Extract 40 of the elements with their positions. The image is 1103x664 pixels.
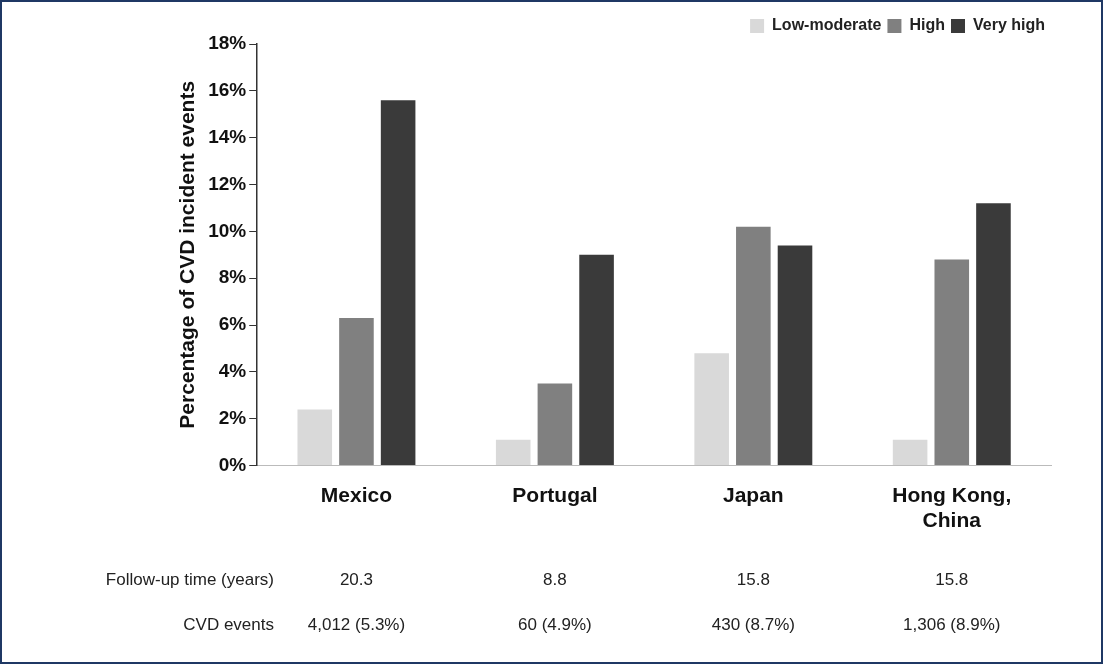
- text: 15.8: [935, 570, 969, 590]
- bar: [495, 439, 531, 466]
- bar: [579, 254, 614, 466]
- bar: [736, 226, 771, 466]
- y-tick-label: 4%: [218, 360, 247, 382]
- text: 1,306 (8.9%): [903, 615, 1001, 635]
- text: 430 (8.7%): [711, 615, 795, 635]
- legend-label: Very high: [972, 16, 1046, 34]
- legend-label: High: [909, 16, 945, 34]
- text: 4,012 (5.3%): [307, 615, 406, 635]
- y-tick-label: 0%: [218, 453, 247, 475]
- legend-label: Low-moderate: [772, 16, 882, 34]
- y-tick-label: 18%: [208, 32, 247, 54]
- y-tick-label: 10%: [208, 219, 247, 241]
- text: CVD events: [183, 615, 274, 635]
- bar: [934, 259, 970, 466]
- y-tick-label: 2%: [218, 406, 247, 428]
- x-tick-label: Mexico: [320, 483, 393, 506]
- y-tick-label: 14%: [208, 125, 247, 147]
- bar: [537, 383, 573, 466]
- bar: [976, 203, 1011, 466]
- bar: [777, 245, 813, 466]
- y-tick-label: 12%: [208, 172, 247, 194]
- y-tick-label: 8%: [218, 266, 247, 288]
- y-tick-label: 16%: [208, 79, 247, 101]
- x-tick-label: Hong Kong, China: [892, 483, 1012, 532]
- y-tick-label: 6%: [218, 313, 247, 335]
- text: 15.8: [736, 570, 770, 590]
- text: 20.3: [339, 570, 373, 590]
- y-axis-title: Percentage of CVD incident events: [175, 80, 199, 429]
- x-tick-label: Portugal: [512, 483, 598, 506]
- text: Follow-up time (years): [105, 570, 274, 590]
- text: 8.8: [543, 570, 567, 590]
- text: 60 (4.9%): [518, 615, 592, 635]
- bar: [892, 439, 928, 466]
- bar: [380, 100, 416, 466]
- x-tick-label: Japan: [722, 483, 784, 506]
- bar: [694, 353, 729, 466]
- bar: [339, 318, 374, 466]
- bar: [297, 409, 333, 466]
